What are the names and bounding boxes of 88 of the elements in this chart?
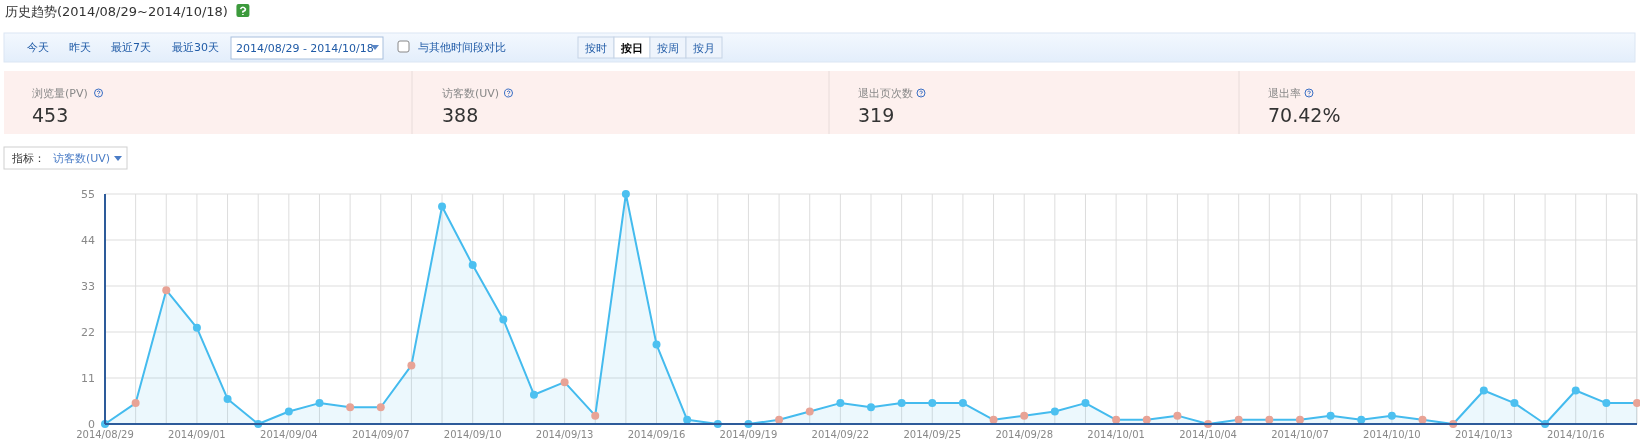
x-tick-label: 2014/10/16 — [1546, 429, 1605, 440]
x-tick-label: 2014/09/28 — [995, 429, 1054, 440]
point — [928, 399, 937, 408]
text: 访客数(UV) — [442, 87, 500, 100]
text: 2014/08/29 - 2014/10/18 — [236, 42, 374, 55]
text: 今天 — [27, 41, 49, 54]
point — [284, 407, 293, 416]
x-tick-label: 2014/09/10 — [443, 429, 502, 440]
point — [867, 403, 875, 412]
text: 453 — [32, 104, 69, 126]
point — [1510, 399, 1519, 408]
text: 按周 — [657, 42, 679, 55]
x-tick-label: 2014/10/07 — [1271, 429, 1329, 440]
chart-title: 历史趋势(2014/08/29~2014/10/18) — [5, 4, 228, 19]
point — [1479, 386, 1488, 395]
text: 按时 — [585, 42, 607, 55]
point — [652, 340, 661, 349]
text: 与其他时间段对比 — [418, 41, 506, 54]
point — [1234, 415, 1243, 424]
x-tick-label: 2014/09/16 — [627, 429, 686, 440]
point — [1112, 415, 1121, 424]
point — [1571, 386, 1580, 395]
point — [1173, 411, 1182, 420]
point — [836, 399, 845, 408]
point — [499, 315, 508, 324]
point — [1142, 415, 1151, 424]
y-tick-label: 55 — [81, 188, 95, 201]
point — [1326, 411, 1335, 420]
point — [376, 403, 385, 412]
text: 按日 — [620, 42, 643, 55]
x-tick-label: 2014/10/04 — [1179, 429, 1237, 440]
point — [407, 361, 416, 370]
text: 388 — [442, 104, 479, 126]
text: 浏览量(PV) — [32, 87, 88, 100]
point — [775, 415, 784, 424]
point — [621, 190, 630, 198]
text: 退出率 — [1268, 87, 1301, 100]
text: 最近30天 — [172, 41, 219, 54]
x-tick-label: 2014/09/01 — [168, 429, 226, 440]
text: 昨天 — [69, 41, 91, 54]
point — [346, 403, 355, 412]
x-tick-label: 2014/09/19 — [719, 429, 778, 440]
x-tick-label: 2014/09/13 — [535, 429, 594, 440]
point — [683, 415, 692, 424]
point — [958, 399, 967, 408]
point — [131, 399, 140, 408]
x-tick-label: 2014/10/01 — [1087, 429, 1145, 440]
text: 319 — [858, 104, 895, 126]
point — [529, 390, 538, 399]
point — [1633, 399, 1640, 408]
point — [1602, 399, 1611, 408]
point — [1081, 399, 1090, 408]
text: 退出页次数 — [858, 87, 913, 100]
point — [1265, 415, 1274, 424]
x-tick-label: 2014/09/25 — [903, 429, 962, 440]
x-tick-label: 2014/10/10 — [1363, 429, 1421, 440]
y-tick-label: 44 — [81, 234, 95, 247]
text: 最近7天 — [111, 41, 151, 54]
point — [1020, 411, 1029, 420]
point — [1387, 411, 1396, 420]
text: 指标： — [11, 152, 45, 165]
point — [1418, 415, 1427, 424]
x-tick-label: 2014/10/13 — [1454, 429, 1513, 440]
point — [560, 378, 569, 387]
point — [989, 415, 998, 424]
x-tick-label: 2014/08/29 — [76, 429, 134, 440]
point — [897, 399, 906, 408]
x-tick-label: 2014/09/04 — [260, 429, 318, 440]
point — [315, 399, 324, 408]
text: 按月 — [693, 42, 715, 55]
point — [1050, 407, 1059, 416]
y-tick-label: 33 — [81, 280, 95, 293]
point — [438, 202, 447, 211]
x-tick-label: 2014/09/07 — [351, 429, 410, 440]
text: 访客数(UV) — [53, 152, 111, 165]
point — [162, 286, 171, 295]
x-tick-label: 2014/09/22 — [811, 429, 870, 440]
point — [192, 323, 201, 332]
y-tick-label: 11 — [81, 372, 95, 385]
point — [468, 261, 477, 270]
y-tick-label: 0 — [88, 418, 95, 431]
point — [591, 411, 600, 420]
point — [805, 407, 814, 416]
point — [1357, 415, 1366, 424]
text: 70.42% — [1268, 104, 1341, 126]
point — [1295, 415, 1304, 424]
y-tick-label: 22 — [81, 326, 95, 339]
point — [223, 394, 232, 403]
